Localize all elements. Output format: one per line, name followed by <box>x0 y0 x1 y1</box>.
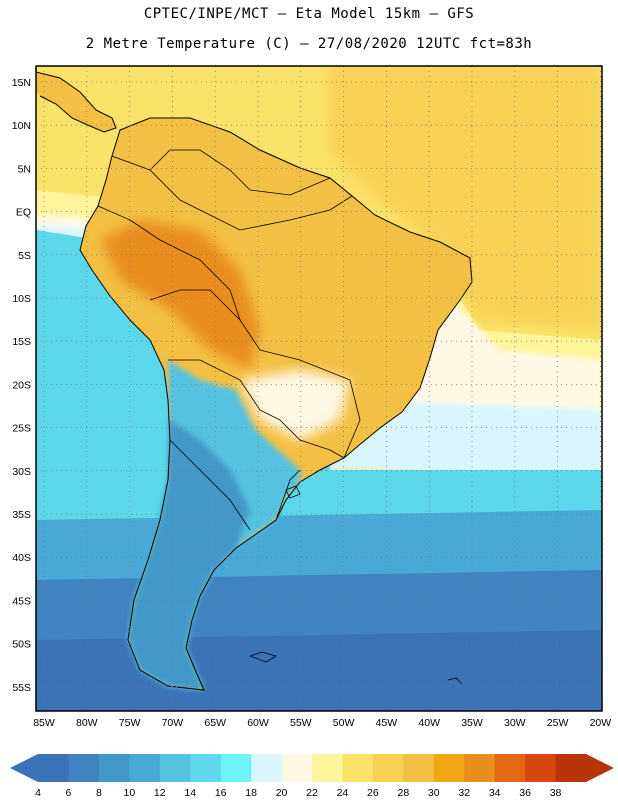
latitude-label: 25S <box>12 423 31 435</box>
colorbar-label: 4 <box>35 787 41 799</box>
latitude-label: 10N <box>12 120 31 132</box>
interior-hot-zone <box>100 220 260 370</box>
colorbar-cell <box>403 754 435 782</box>
longitude-label: 25W <box>547 717 569 729</box>
colorbar-label: 36 <box>519 787 531 799</box>
longitude-label: 30W <box>504 717 526 729</box>
colorbar-label: 38 <box>550 787 562 799</box>
latitude-label: 35S <box>12 509 31 521</box>
colorbar-label: 16 <box>215 787 227 799</box>
colorbar-label: 10 <box>123 787 135 799</box>
longitude-label: 20W <box>590 717 612 729</box>
colorbar-label: 26 <box>367 787 379 799</box>
colorbar-right-arrow <box>586 754 614 782</box>
colorbar-cell <box>68 754 100 782</box>
colorbar: 4 6 8 10 12 14 16 18 20 22 24 26 28 30 32 34 36 38 <box>10 754 614 799</box>
ocean-band-deep <box>36 630 602 711</box>
longitude-label: 55W <box>290 717 312 729</box>
colorbar-cell <box>372 754 404 782</box>
longitude-label: 50W <box>333 717 355 729</box>
latitude-label: 20S <box>12 379 31 391</box>
colorbar-left-arrow <box>10 754 38 782</box>
coastline <box>79 117 473 691</box>
south-georgia <box>447 677 463 685</box>
longitude-labels: 85W 80W 75W 70W 65W 60W 55W 50W 45W 40W 35W 30W 25W 2… <box>33 717 611 729</box>
latitude-label: 5S <box>18 250 31 262</box>
central-america-land <box>36 72 116 132</box>
latitude-label: 45S <box>12 595 31 607</box>
latitude-label: 5N <box>18 163 31 175</box>
colorbar-cell <box>220 754 252 782</box>
longitude-label: 85W <box>33 717 55 729</box>
latitude-label: EQ <box>16 207 31 219</box>
map-subtitle: 2 Metre Temperature (C) – 27/08/2020 12U… <box>85 36 533 52</box>
lagoa-dos-patos <box>285 485 301 499</box>
colorbar-label: 34 <box>489 787 501 799</box>
latitude-label: 10S <box>12 293 31 305</box>
colorbar-cell <box>159 754 191 782</box>
colorbar-label: 8 <box>96 787 102 799</box>
colorbar-label: 32 <box>458 787 470 799</box>
longitude-label: 75W <box>119 717 141 729</box>
colorbar-label: 28 <box>397 787 409 799</box>
colorbar-cell <box>281 754 313 782</box>
colorbar-label: 12 <box>154 787 166 799</box>
latitude-label: 40S <box>12 552 31 564</box>
central-america-coast <box>36 71 117 133</box>
colorbar-label: 20 <box>276 787 288 799</box>
falkland-islands <box>248 651 277 663</box>
latitude-label: 15N <box>12 77 31 89</box>
colorbar-cell <box>98 754 130 782</box>
ocean-band-warm <box>330 66 602 330</box>
longitude-label: 80W <box>76 717 98 729</box>
southeast-mild-zone <box>240 370 350 440</box>
colorbar-cell <box>129 754 161 782</box>
map-field <box>36 66 602 711</box>
country-borders <box>97 149 361 531</box>
map-frame <box>35 65 603 712</box>
colorbar-cell <box>555 754 587 782</box>
colorbar-cell <box>433 754 465 782</box>
colorbar-cell <box>190 754 222 782</box>
map-title: CPTEC/INPE/MCT – Eta Model 15km – GFS <box>143 6 475 22</box>
colorbar-label: 18 <box>245 787 257 799</box>
longitude-label: 35W <box>461 717 483 729</box>
longitude-label: 70W <box>162 717 184 729</box>
colorbar-cell <box>464 754 496 782</box>
colorbar-cell <box>312 754 343 782</box>
colorbar-cell <box>251 754 283 782</box>
colorbar-cell <box>494 754 526 782</box>
colorbar-label: 6 <box>66 787 72 799</box>
longitude-label: 40W <box>418 717 440 729</box>
colorbar-cell <box>525 754 557 782</box>
latitude-labels: 15N 10N 5N EQ 5S 10S 15S 20S 25S 30S 35S 40S 45S 50S 5… <box>12 77 31 694</box>
colorbar-cell <box>342 754 374 782</box>
colorbar-label: 30 <box>428 787 440 799</box>
colorbar-label: 24 <box>337 787 349 799</box>
longitude-label: 65W <box>204 717 226 729</box>
colorbar-label: 14 <box>184 787 196 799</box>
colorbar-label: 22 <box>306 787 318 799</box>
patagonia-cold-zone <box>128 420 250 690</box>
latitude-label: 50S <box>12 639 31 651</box>
longitude-label: 45W <box>376 717 398 729</box>
longitude-label: 60W <box>247 717 269 729</box>
colorbar-cell <box>38 754 69 782</box>
latitude-label: 30S <box>12 466 31 478</box>
latitude-label: 15S <box>12 336 31 348</box>
latitude-label: 55S <box>12 682 31 694</box>
